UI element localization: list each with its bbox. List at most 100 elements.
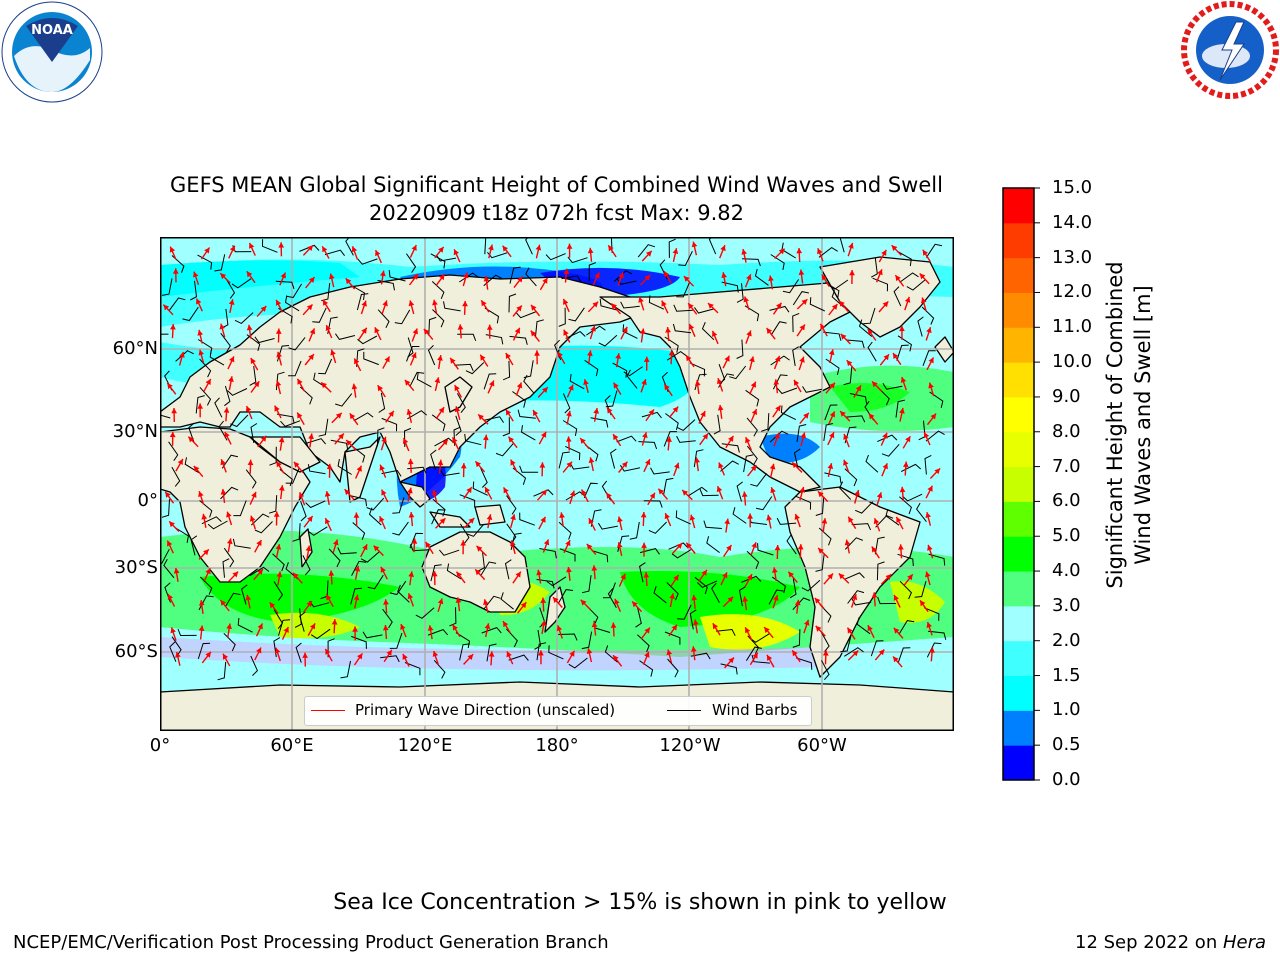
wind-barb <box>626 369 638 389</box>
wind-barb <box>224 385 231 407</box>
wind-barb <box>776 387 798 395</box>
colorbar-segment <box>1003 222 1034 259</box>
wave-direction-arrow <box>617 516 623 531</box>
wind-barb <box>824 404 838 421</box>
wind-barb <box>350 284 366 300</box>
wave-direction-arrow <box>281 626 290 640</box>
wind-barb <box>201 516 222 525</box>
wave-direction-arrow <box>846 359 857 372</box>
wave-direction-arrow <box>698 569 708 582</box>
wind-barb <box>366 497 385 511</box>
wave-direction-arrow <box>768 275 774 290</box>
colorbar-segment <box>1003 431 1034 468</box>
wind-barb <box>616 435 637 443</box>
wind-barb <box>357 335 378 345</box>
wave-direction-arrow <box>302 652 308 667</box>
colorbar-tick-label: 5.0 <box>1052 525 1081 547</box>
wave-direction-arrow <box>588 457 595 472</box>
wave-direction-arrow <box>563 268 570 283</box>
wave-direction-arrow <box>699 433 709 446</box>
wave-direction-arrow <box>250 380 260 393</box>
wave-direction-arrow <box>691 241 698 256</box>
wave-direction-arrow <box>815 625 826 637</box>
wind-barb <box>214 397 223 418</box>
wind-barb <box>648 521 667 534</box>
wave-direction-arrow <box>474 568 486 581</box>
wave-direction-arrow <box>724 518 730 533</box>
wind-barb <box>334 333 356 340</box>
wave-direction-arrow <box>749 652 759 666</box>
wind-barb <box>583 482 598 499</box>
wave-direction-arrow <box>407 458 414 473</box>
wind-barb <box>222 558 230 578</box>
wave-direction-arrow <box>817 490 829 502</box>
wind-barb <box>388 270 406 282</box>
wind-barb <box>865 454 879 473</box>
wind-barb <box>843 366 853 386</box>
wave-direction-arrow <box>847 242 854 257</box>
wind-barb <box>673 304 693 312</box>
wave-direction-arrow <box>171 407 177 423</box>
wind-barb <box>769 430 789 443</box>
wave-direction-arrow <box>663 383 673 397</box>
wave-direction-arrow <box>256 305 267 318</box>
wave-direction-arrow <box>838 572 850 584</box>
wave-direction-arrow <box>580 489 589 503</box>
wind-barb <box>598 334 618 347</box>
wind-barb <box>175 350 194 362</box>
wave-direction-arrow <box>665 327 671 342</box>
colorbar-segment <box>1003 745 1034 781</box>
wind-barb <box>599 298 617 311</box>
wind-barb <box>844 647 864 657</box>
wave-direction-arrow <box>170 324 176 339</box>
wave-direction-arrow <box>641 542 647 557</box>
wind-barb <box>356 293 369 311</box>
wave-direction-arrow <box>226 511 233 526</box>
wave-direction-arrow <box>838 300 849 312</box>
wind-barb <box>162 278 173 296</box>
wind-barb <box>671 549 692 559</box>
wave-direction-arrow <box>879 353 890 366</box>
wave-direction-arrow <box>325 594 334 608</box>
lon-label-60w: 60°W <box>797 735 847 756</box>
wind-barb <box>520 425 536 441</box>
wave-direction-arrow <box>586 648 593 663</box>
wave-direction-arrow <box>787 571 798 583</box>
wave-direction-arrow <box>505 352 514 366</box>
wind-barb <box>168 297 186 312</box>
wave-direction-arrow <box>538 650 544 665</box>
wind-barb <box>875 515 894 528</box>
wave-direction-arrow <box>407 592 415 607</box>
wave-direction-arrow <box>246 270 256 284</box>
wave-direction-arrow <box>720 571 728 586</box>
wind-barb <box>250 423 258 443</box>
wind-barb <box>225 278 236 299</box>
wave-direction-arrow <box>463 486 473 500</box>
wave-direction-arrow <box>925 571 931 586</box>
wind-barb <box>280 420 301 427</box>
wind-barb <box>882 382 903 390</box>
wave-direction-arrow <box>552 596 563 608</box>
wind-barb <box>736 339 744 359</box>
wind-barb <box>867 341 877 362</box>
colorbar-segment <box>1003 571 1034 607</box>
wave-direction-arrow <box>613 382 622 395</box>
wind-barb <box>926 642 942 658</box>
wave-direction-arrow <box>484 486 493 500</box>
wave-direction-arrow <box>187 436 199 448</box>
wave-direction-arrow <box>331 412 343 424</box>
wind-barb <box>732 507 747 524</box>
wind-barb <box>851 598 872 606</box>
wind-barb <box>738 586 746 607</box>
wave-direction-arrow <box>219 599 230 612</box>
wind-barb <box>455 415 462 436</box>
wind-barb <box>407 466 427 474</box>
wave-direction-arrow <box>892 352 902 366</box>
wave-direction-arrow <box>893 594 901 608</box>
wave-direction-arrow <box>195 298 203 312</box>
wind-barb <box>690 652 711 660</box>
wind-barb <box>610 448 617 469</box>
wave-direction-arrow <box>537 386 549 398</box>
wave-direction-arrow <box>383 649 393 663</box>
wind-barb <box>536 642 547 661</box>
